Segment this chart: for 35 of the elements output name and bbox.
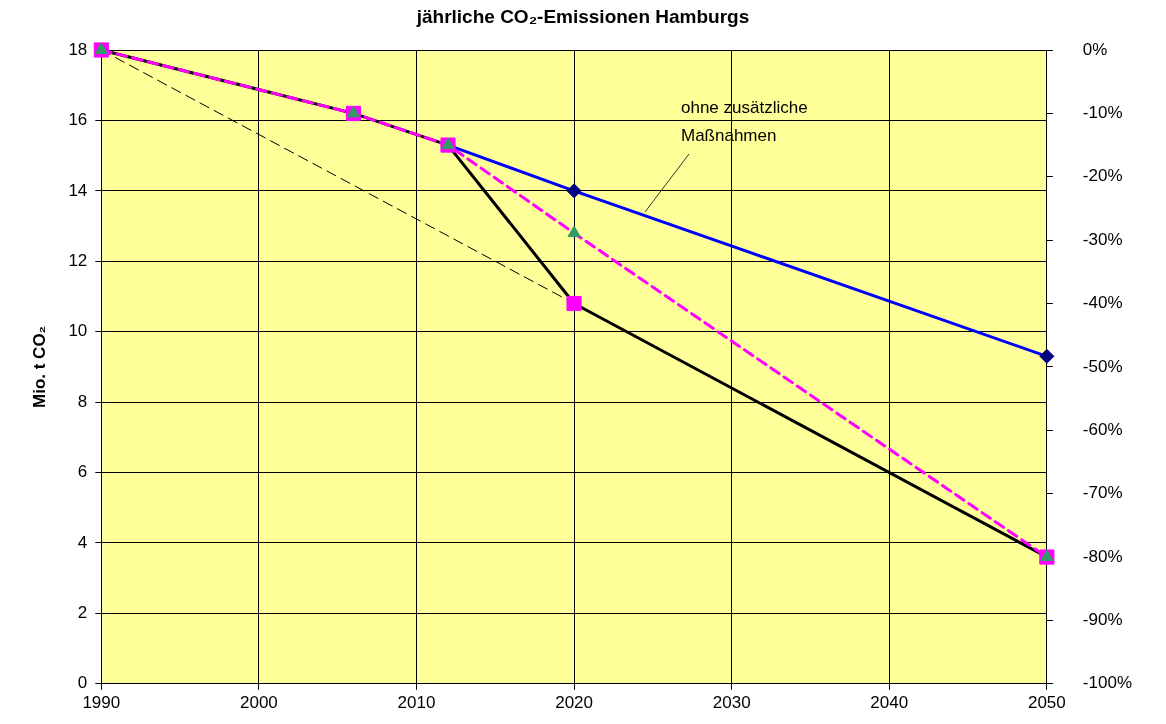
y-tick-label: 10 <box>68 321 88 341</box>
point <box>566 183 582 199</box>
point <box>94 42 108 54</box>
x-tick-label: 2040 <box>870 692 909 712</box>
y-tick-label: 14 <box>68 180 88 200</box>
y2-tick-label: -70% <box>1082 483 1123 503</box>
y2-tick-label: -10% <box>1082 103 1123 123</box>
y-tick-label: 12 <box>68 250 88 270</box>
y2-tick-label: -50% <box>1082 356 1123 376</box>
y-tick-label: 6 <box>77 462 88 482</box>
y2-tick-label: -100% <box>1082 673 1132 693</box>
x-tick-label: 2000 <box>239 692 278 712</box>
x-tick-label: 2050 <box>1027 692 1066 712</box>
y-tick-label: 2 <box>77 603 88 623</box>
y-tick-label: 18 <box>68 39 88 59</box>
x-tick-label: 2010 <box>397 692 436 712</box>
x-tick-label: 1990 <box>82 692 121 712</box>
chart-title: jährliche CO₂-Emissionen Hamburgs <box>415 6 751 28</box>
y2-tick-label: -40% <box>1082 293 1123 313</box>
y2-tick-label: -80% <box>1082 546 1123 566</box>
y-tick-label: 0 <box>77 673 88 693</box>
x-tick-label: 2020 <box>555 692 593 712</box>
point <box>566 295 582 312</box>
y-tick-label: 16 <box>68 110 88 130</box>
y2-tick-label: -20% <box>1082 166 1123 186</box>
point <box>567 225 581 238</box>
y-tick-label: 4 <box>77 532 88 552</box>
y2-tick-label: -60% <box>1082 419 1123 439</box>
point <box>1039 348 1055 364</box>
y-axis-title: Mio. t CO₂ <box>29 325 49 408</box>
y2-tick-label: -30% <box>1082 229 1123 249</box>
y2-tick-label: 0% <box>1082 39 1108 59</box>
y-tick-label: 8 <box>77 391 88 411</box>
x-tick-label: 2030 <box>712 692 751 712</box>
y2-tick-label: -90% <box>1082 610 1123 630</box>
